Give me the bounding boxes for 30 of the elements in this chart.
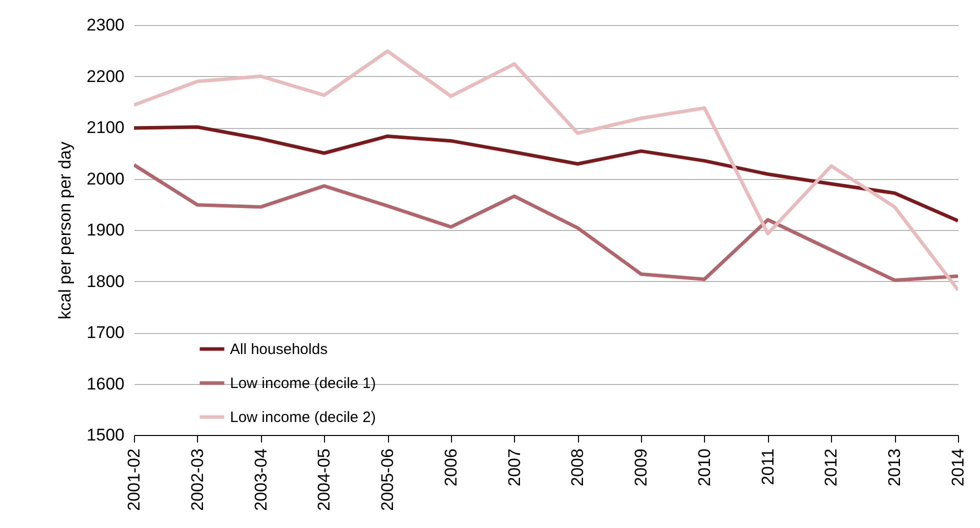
y-tick-label: 1900 (86, 220, 124, 240)
x-tick-label: 2004-05 (314, 448, 334, 511)
x-tick-label: 2012 (822, 448, 841, 486)
x-tick-label: 2011 (758, 448, 778, 486)
legend-label: Low income (decile 1) (230, 375, 376, 392)
x-tick-label: 2009 (632, 448, 651, 486)
y-tick-label: 1500 (86, 426, 124, 444)
y-tick-label: 2200 (86, 66, 124, 86)
x-tick-label: 2008 (568, 448, 588, 486)
y-tick-label: 1700 (86, 323, 124, 342)
y-tick-label: 1800 (86, 272, 124, 291)
x-tick-label: 2006 (441, 448, 460, 486)
x-tick-label: 2010 (694, 448, 714, 486)
line-series (134, 163, 958, 282)
legend-label: All households (230, 341, 328, 358)
line-series (134, 49, 958, 292)
line-series (134, 125, 958, 223)
y-tick-label: 2300 (86, 16, 124, 34)
y-tick-label: 2100 (86, 118, 124, 137)
x-tick-label: 2005-06 (378, 448, 398, 511)
x-tick-label: 2003-04 (251, 448, 270, 511)
y-tick-label: 2000 (86, 169, 124, 188)
legend-label: Low income (decile 2) (230, 409, 376, 426)
x-tick-label: 2014 (948, 448, 968, 486)
y-axis-title: kcal per person per day (56, 141, 75, 320)
x-tick-label: 2013 (885, 448, 904, 486)
x-tick-label: 2002-03 (188, 448, 207, 511)
x-tick-label: 2001-02 (124, 448, 144, 511)
y-tick-label: 1600 (86, 374, 124, 394)
x-tick-label: 2007 (504, 448, 524, 486)
